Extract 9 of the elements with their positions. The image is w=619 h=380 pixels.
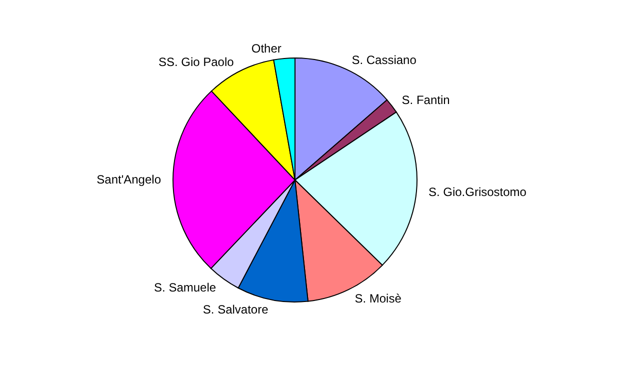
- slice-label: S. Fantin: [402, 92, 450, 107]
- slice-label: Sant'Angelo: [96, 172, 162, 187]
- slice-label: Other: [251, 42, 282, 56]
- slice-label: S. Cassiano: [352, 52, 417, 67]
- slice-label: S. Samuele: [154, 280, 216, 294]
- slice-label: S. Salvatore: [202, 302, 269, 317]
- slice-label: S. Gio.Grisostomo: [428, 185, 527, 200]
- slice-label: S. Moisè: [354, 292, 402, 306]
- slice-label: SS. Gio Paolo: [158, 55, 234, 70]
